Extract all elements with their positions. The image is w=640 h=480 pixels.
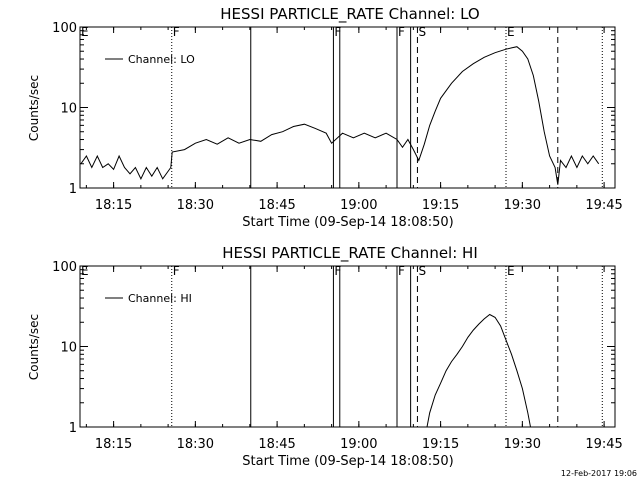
y-tick-label: 100 [52,21,77,36]
x-axis-label: Start Time (09-Sep-14 18:08:50) [242,454,453,469]
x-tick-label: 19:45 [585,437,622,452]
series-line [80,46,600,185]
event-marker-label: F [334,25,341,39]
y-axis-label: Counts/sec [27,75,41,141]
event-marker-label: E [81,25,89,39]
x-axis-label: Start Time (09-Sep-14 18:08:50) [242,215,453,230]
y-axis-label: Counts/sec [27,314,41,380]
x-tick-label: 18:45 [258,198,295,213]
legend-entry: Channel: HI [128,292,192,305]
x-tick-label: 19:30 [504,437,541,452]
x-tick-label: 19:30 [504,198,541,213]
event-marker-label: S [418,25,426,39]
x-tick-label: 19:15 [422,437,459,452]
x-tick-label: 18:30 [177,437,214,452]
series-line [426,313,531,428]
y-tick-label: 10 [60,102,77,117]
legend-entry: Channel: LO [128,53,195,66]
y-tick-label: 1 [69,421,77,436]
x-tick-label: 18:30 [177,198,214,213]
event-marker-label: F [173,264,180,278]
x-tick-label: 18:15 [95,437,132,452]
event-marker-label: E [81,264,89,278]
event-marker-label: S [418,264,426,278]
event-marker-label: F [398,264,405,278]
y-tick-label: 10 [60,341,77,356]
panel-hi: HESSI PARTICLE_RATE Channel: HI Start Ti… [27,244,623,469]
x-tick-label: 18:45 [258,437,295,452]
chart-title: HESSI PARTICLE_RATE Channel: LO [220,5,479,24]
y-tick-label: 100 [52,260,77,275]
x-tick-label: 19:45 [585,198,622,213]
x-tick-label: 19:15 [422,198,459,213]
x-tick-label: 18:15 [95,198,132,213]
chart-title: HESSI PARTICLE_RATE Channel: HI [222,244,478,263]
event-marker-label: E [507,25,515,39]
event-marker-label: F [334,264,341,278]
event-marker-label: E [507,264,515,278]
x-tick-label: 19:00 [340,437,377,452]
event-marker-label: F [173,25,180,39]
panel-lo: HESSI PARTICLE_RATE Channel: LO Start Ti… [27,5,623,230]
y-tick-label: 1 [69,182,77,197]
x-tick-label: 19:00 [340,198,377,213]
event-marker-label: F [398,25,405,39]
date-stamp: 12-Feb-2017 19:06 [561,469,637,478]
